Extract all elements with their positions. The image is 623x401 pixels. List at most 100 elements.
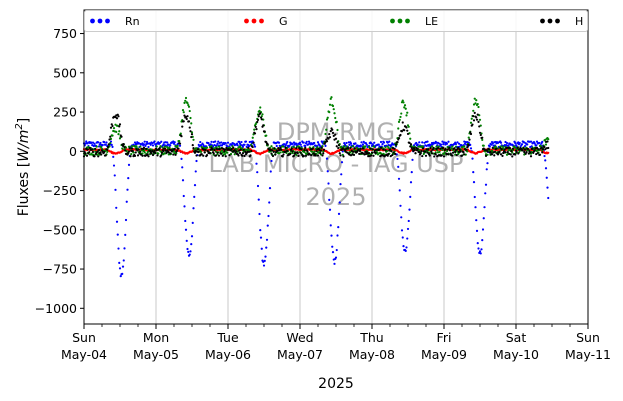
point xyxy=(106,145,110,148)
point xyxy=(430,145,434,148)
point xyxy=(286,149,289,152)
point xyxy=(458,148,461,151)
point xyxy=(268,201,271,204)
point xyxy=(202,143,205,146)
point xyxy=(295,142,298,145)
point xyxy=(100,153,103,156)
point xyxy=(484,183,488,186)
point xyxy=(379,140,383,144)
point xyxy=(259,236,263,239)
point xyxy=(117,115,120,118)
point xyxy=(319,152,322,155)
point xyxy=(307,140,311,143)
point xyxy=(468,138,471,141)
point xyxy=(160,140,163,143)
point xyxy=(158,146,161,150)
x-tick-label: Sun May-04 xyxy=(61,330,107,362)
point xyxy=(325,118,329,121)
point xyxy=(181,125,184,128)
point xyxy=(469,147,473,150)
point xyxy=(490,143,493,146)
point xyxy=(475,99,478,102)
point xyxy=(454,148,458,152)
y-tick-label: −1000 xyxy=(35,301,77,316)
point xyxy=(186,102,189,105)
point xyxy=(397,120,401,123)
point xyxy=(204,148,207,152)
point xyxy=(450,147,453,150)
point xyxy=(329,97,332,100)
point xyxy=(274,153,277,156)
point xyxy=(118,267,122,270)
point xyxy=(451,145,454,148)
data-points xyxy=(82,96,550,278)
point xyxy=(258,109,261,112)
point xyxy=(406,129,409,132)
point xyxy=(142,143,146,146)
point xyxy=(459,150,462,153)
point xyxy=(241,145,245,148)
point xyxy=(475,219,478,222)
point xyxy=(122,259,125,262)
y-tick-label: −250 xyxy=(43,183,77,198)
point xyxy=(388,140,391,143)
point xyxy=(277,141,281,144)
point xyxy=(499,141,503,144)
legend-item-h: H xyxy=(540,15,583,28)
point xyxy=(151,153,155,157)
legend-marker xyxy=(105,18,110,24)
point xyxy=(506,151,509,154)
point xyxy=(527,152,530,155)
point xyxy=(241,152,245,155)
point xyxy=(499,146,502,150)
point xyxy=(251,145,254,149)
point xyxy=(106,150,109,153)
point xyxy=(409,195,412,198)
point xyxy=(256,120,259,124)
point xyxy=(511,155,514,158)
point xyxy=(256,118,260,121)
point xyxy=(103,150,106,154)
point xyxy=(448,149,452,152)
point xyxy=(223,153,227,156)
point xyxy=(198,145,201,148)
point xyxy=(154,147,158,150)
point xyxy=(103,141,106,144)
point xyxy=(160,154,163,157)
point xyxy=(115,206,118,209)
point xyxy=(267,214,270,218)
point xyxy=(282,145,285,148)
point xyxy=(143,140,146,143)
point xyxy=(418,149,421,152)
point xyxy=(442,155,446,158)
point xyxy=(400,112,403,115)
point xyxy=(215,144,218,147)
point xyxy=(175,149,179,153)
point xyxy=(239,148,242,151)
point xyxy=(217,140,220,143)
point xyxy=(472,119,476,122)
point xyxy=(178,142,182,145)
point xyxy=(328,132,331,136)
legend-item-rn: Rn xyxy=(90,15,140,28)
point xyxy=(405,114,408,117)
point xyxy=(390,150,393,153)
point xyxy=(121,272,124,275)
point xyxy=(523,144,527,148)
point xyxy=(260,247,263,250)
point xyxy=(325,128,328,131)
point xyxy=(189,116,192,120)
point xyxy=(328,111,331,114)
point xyxy=(446,148,449,151)
point xyxy=(529,140,533,143)
point xyxy=(176,144,179,147)
point xyxy=(329,224,332,227)
point xyxy=(261,113,264,116)
point xyxy=(224,155,227,158)
legend-item-g: G xyxy=(244,15,288,28)
point xyxy=(482,144,485,147)
point xyxy=(521,149,524,152)
point xyxy=(397,177,401,180)
point xyxy=(518,141,521,145)
point xyxy=(331,128,334,131)
